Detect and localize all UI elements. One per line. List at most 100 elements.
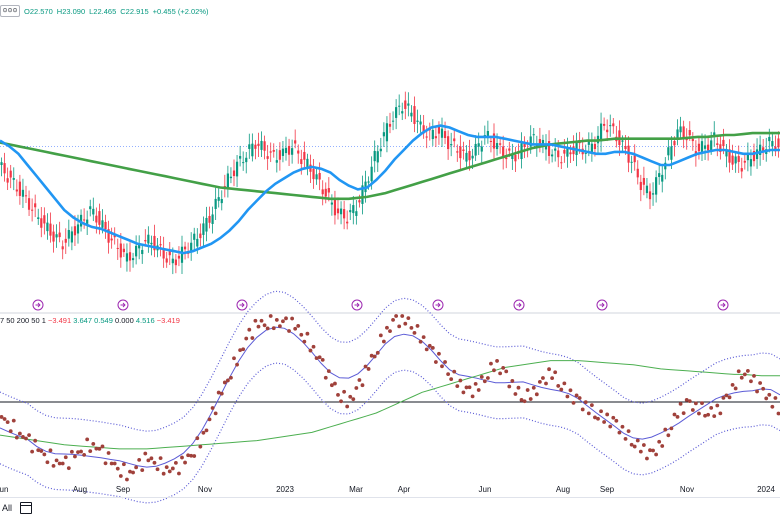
- oscillator-dot: [79, 449, 83, 454]
- candle-body: [606, 129, 609, 133]
- event-marker-icon[interactable]: [513, 299, 525, 311]
- candle-body: [749, 159, 753, 167]
- candle-body: [122, 248, 125, 253]
- oscillator-dot: [525, 388, 530, 392]
- x-axis-label: 2023: [276, 485, 294, 494]
- indicator-value: −3.491: [47, 316, 72, 325]
- candle-body: [434, 136, 437, 139]
- indicator-pane[interactable]: [0, 290, 780, 504]
- indicator-value: 0.000: [114, 316, 134, 325]
- oscillator-dot: [265, 326, 270, 331]
- oscillator-dot: [712, 414, 717, 418]
- event-marker-icon[interactable]: [236, 299, 248, 311]
- oscillator-dot: [293, 326, 298, 331]
- oscillator-dot: [48, 448, 53, 453]
- oscillator-dot: [635, 438, 640, 443]
- candle-body: [315, 174, 318, 180]
- oscillator-dot: [381, 339, 386, 344]
- x-axis-label: Sep: [116, 485, 131, 494]
- indicator-value: 3.647: [73, 316, 93, 325]
- event-marker-icon[interactable]: [596, 299, 608, 311]
- event-marker-icon[interactable]: [717, 299, 729, 311]
- oscillator-dot: [516, 385, 521, 390]
- oscillator-dot: [357, 378, 362, 382]
- oscillator-dot: [305, 331, 310, 336]
- oscillator-dot: [745, 369, 750, 373]
- candle-body: [343, 209, 346, 219]
- range-all-button[interactable]: All: [2, 502, 13, 513]
- oscillator-dot: [739, 375, 744, 380]
- indicator-value: 0.549: [94, 316, 113, 325]
- candle-body: [740, 168, 743, 172]
- oscillator-dot: [149, 456, 154, 461]
- event-marker-icon[interactable]: [432, 299, 444, 311]
- oscillator-dot: [690, 408, 695, 412]
- oscillator-dot: [418, 339, 423, 344]
- oscillator-dot: [485, 376, 490, 380]
- oscillator-dot: [589, 403, 594, 408]
- oscillator-dot: [198, 444, 203, 449]
- ma50-line: [0, 124, 780, 255]
- oscillator-dot: [253, 318, 258, 323]
- candle-body: [700, 141, 704, 154]
- candle-body: [235, 161, 239, 177]
- oscillator-dot: [559, 387, 564, 392]
- candle-body: [55, 234, 58, 238]
- arrow-right-icon: [599, 302, 605, 308]
- oscillator-dot: [137, 457, 142, 462]
- oscillator-dot: [391, 317, 395, 322]
- candle-body: [722, 139, 725, 147]
- oscillator-dot: [131, 470, 135, 475]
- price-pane[interactable]: [0, 91, 780, 311]
- event-marker-icon[interactable]: [32, 299, 44, 311]
- oscillator-dot: [501, 365, 506, 370]
- oscillator-dot: [733, 386, 738, 391]
- candle-body: [379, 148, 382, 152]
- candle-body: [682, 126, 685, 138]
- candle-body: [165, 258, 168, 263]
- oscillator-dot: [681, 411, 686, 416]
- oscillator-dot: [183, 460, 187, 465]
- oscillator-dot: [57, 461, 62, 466]
- legend-toggle-button[interactable]: ⊙⊙⊙: [0, 5, 20, 17]
- oscillator-dot: [700, 401, 704, 406]
- oscillator-dot: [467, 385, 472, 390]
- candle-body: [450, 144, 453, 146]
- oscillator-dot: [666, 433, 671, 438]
- candle-body: [104, 221, 107, 230]
- oscillator-dot: [88, 449, 93, 453]
- oscillator-dot: [470, 394, 475, 399]
- oscillator-dot: [8, 429, 13, 434]
- event-marker-icon[interactable]: [351, 299, 363, 311]
- candle-body: [407, 103, 410, 106]
- candle-body: [21, 189, 25, 197]
- oscillator-dot: [571, 400, 576, 405]
- oscillator-dot: [167, 469, 172, 474]
- oscillator-dot: [372, 354, 377, 359]
- candle-body: [746, 153, 749, 161]
- oscillator-dot: [706, 412, 711, 417]
- oscillator-dot: [605, 412, 610, 417]
- calendar-icon[interactable]: [20, 501, 33, 514]
- candle-body: [275, 160, 278, 163]
- oscillator-dot: [296, 324, 301, 328]
- oscillator-dot: [195, 436, 200, 441]
- candle-body: [355, 211, 358, 216]
- candle-body: [648, 191, 652, 200]
- oscillator-dot: [697, 411, 701, 416]
- oscillator-dot: [51, 463, 56, 468]
- candle-body: [245, 157, 248, 163]
- event-marker-icon[interactable]: [117, 299, 129, 311]
- candle-body: [462, 149, 465, 151]
- candle-body: [183, 246, 187, 250]
- candle-body: [752, 150, 756, 162]
- arrow-right-icon: [516, 302, 522, 308]
- candle-body: [297, 150, 300, 154]
- candle-body: [43, 215, 46, 224]
- candle-body: [303, 151, 306, 160]
- candle-body: [141, 249, 144, 255]
- x-axis-label: Aug: [73, 485, 87, 494]
- candle-body: [728, 149, 731, 163]
- oscillator-dot: [565, 394, 570, 399]
